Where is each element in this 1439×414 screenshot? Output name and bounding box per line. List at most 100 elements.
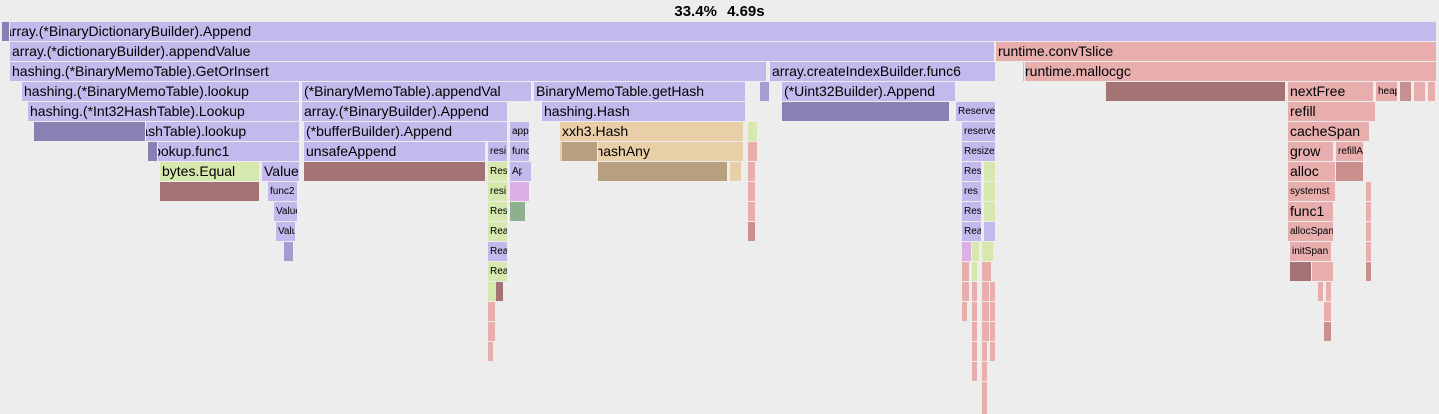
frame-int32hashtable-lookup[interactable]: hashing.(*Int32HashTable).Lookup xyxy=(28,102,300,121)
frame-initspan[interactable]: initSpan xyxy=(1290,242,1332,261)
frame-systemst[interactable]: systemst xyxy=(1288,182,1336,201)
frame-bytes-equal[interactable]: bytes.Equal xyxy=(160,162,260,181)
frame-narrow[interactable] xyxy=(982,262,992,281)
frame-narrow[interactable] xyxy=(962,302,968,321)
frame-narrow[interactable] xyxy=(972,262,978,281)
frame-narrow[interactable] xyxy=(1366,262,1372,281)
frame-res-1[interactable]: Res xyxy=(488,162,508,181)
frame-hashing-hash[interactable]: hashing.Hash xyxy=(542,102,746,121)
frame-narrow[interactable] xyxy=(782,102,950,121)
frame-narrow[interactable] xyxy=(748,162,756,181)
frame-narrow[interactable] xyxy=(1326,282,1332,301)
frame-narrow[interactable] xyxy=(972,282,978,301)
frame-runtime-convtslice[interactable]: runtime.convTslice xyxy=(996,42,1437,61)
frame-refilla[interactable]: refillA xyxy=(1336,142,1364,161)
frame-narrow[interactable] xyxy=(962,242,972,261)
frame-createindexbuilder-func6[interactable]: array.createIndexBuilder.func6 xyxy=(770,62,996,81)
frame-res-4[interactable]: Res xyxy=(488,202,508,221)
frame-narrow[interactable] xyxy=(598,162,728,181)
frame-narrow[interactable] xyxy=(510,202,526,221)
frame-narrow[interactable] xyxy=(1314,262,1334,281)
frame-bufferbuilder-append[interactable]: (*bufferBuilder).Append xyxy=(304,122,508,141)
frame-narrow[interactable] xyxy=(1336,162,1364,181)
frame-narrow[interactable] xyxy=(972,342,978,361)
frame-narrow[interactable] xyxy=(962,282,970,301)
frame-narrow[interactable] xyxy=(748,182,756,201)
frame-rea-2[interactable]: Rea xyxy=(962,222,982,241)
frame-res-2[interactable]: Res xyxy=(962,162,982,181)
frame-narrow[interactable] xyxy=(982,382,988,401)
frame-narrow[interactable] xyxy=(1324,322,1332,341)
frame-narrow[interactable] xyxy=(990,342,996,361)
frame-narrow[interactable] xyxy=(1290,262,1312,281)
frame-narrow[interactable] xyxy=(1366,182,1372,201)
frame-res-5[interactable]: Res xyxy=(962,202,982,221)
frame-value-1[interactable]: Value xyxy=(262,162,300,181)
frame-narrow[interactable] xyxy=(748,122,758,141)
frame-narrow[interactable] xyxy=(2,22,10,41)
frame-refill[interactable]: refill xyxy=(1288,102,1376,121)
frame-narrow[interactable] xyxy=(984,222,996,241)
frame-runtime-mallocgc[interactable]: runtime.mallocgc xyxy=(1023,62,1437,81)
frame-narrow[interactable] xyxy=(984,182,996,201)
frame-cachespan[interactable]: cacheSpan xyxy=(1288,122,1370,141)
frame-lookup-func1[interactable]: lookup.func1 xyxy=(148,142,300,161)
frame-narrow[interactable] xyxy=(1414,82,1426,101)
frame-narrow[interactable] xyxy=(160,182,260,201)
frame-binarydictionarybuilder-append[interactable]: array.(*BinaryDictionaryBuilder).Append xyxy=(2,22,1437,41)
frame-resize-1[interactable]: Resize xyxy=(962,142,996,161)
frame-narrow[interactable] xyxy=(1428,82,1436,101)
frame-narrow[interactable] xyxy=(1024,62,1025,81)
frame-narrow[interactable] xyxy=(990,302,996,321)
frame-rea-4[interactable]: Rea xyxy=(488,262,508,281)
frame-grow[interactable]: grow xyxy=(1288,142,1334,161)
frame-narrow[interactable] xyxy=(982,342,988,361)
frame-reserve-2[interactable]: reserve xyxy=(962,122,996,141)
frame-narrow[interactable] xyxy=(990,282,996,301)
frame-narrow[interactable] xyxy=(760,82,770,101)
frame-func2[interactable]: func2 xyxy=(268,182,298,201)
frame-narrow[interactable] xyxy=(522,162,532,181)
frame-narrow[interactable] xyxy=(284,242,294,261)
frame-res-3[interactable]: res xyxy=(962,182,982,201)
frame-narrow[interactable] xyxy=(562,142,598,161)
frame-narrow[interactable] xyxy=(972,322,978,341)
frame-narrow[interactable] xyxy=(748,202,756,221)
frame-narrow[interactable] xyxy=(510,182,530,201)
frame-binarybuilder-append[interactable]: array.(*BinaryBuilder).Append xyxy=(302,102,508,121)
frame-narrow[interactable] xyxy=(984,202,996,221)
frame-narrow[interactable] xyxy=(1400,82,1412,101)
frame-narrow[interactable] xyxy=(34,122,146,141)
frame-narrow[interactable] xyxy=(730,162,742,181)
frame-nextfree[interactable]: nextFree xyxy=(1288,82,1374,101)
frame-dictionarybuilder-appendvalue[interactable]: array.(*dictionaryBuilder).appendValue xyxy=(10,42,995,61)
frame-narrow[interactable] xyxy=(488,302,496,321)
frame-narrow[interactable] xyxy=(982,242,994,261)
frame-narrow[interactable] xyxy=(962,262,970,281)
frame-narrow[interactable] xyxy=(982,322,990,341)
frame-narrow[interactable] xyxy=(1366,202,1372,221)
frame-resi-1[interactable]: resi xyxy=(488,142,508,161)
frame-narrow[interactable] xyxy=(982,362,988,381)
frame-narrow[interactable] xyxy=(1366,222,1372,241)
frame-narrow[interactable] xyxy=(982,282,990,301)
frame-value-3[interactable]: Value xyxy=(276,222,296,241)
frame-rea-3[interactable]: Rea xyxy=(488,242,508,261)
frame-narrow[interactable] xyxy=(748,222,756,241)
frame-xxh3-hash[interactable]: xxh3.Hash xyxy=(560,122,744,141)
frame-narrow[interactable] xyxy=(1324,302,1332,321)
frame-value-2[interactable]: Value xyxy=(274,202,298,221)
frame-narrow[interactable] xyxy=(1366,242,1372,261)
frame-narrow[interactable] xyxy=(1318,282,1324,301)
frame-narrow[interactable] xyxy=(1106,82,1286,101)
frame-narrow[interactable] xyxy=(488,342,494,361)
frame-narrow[interactable] xyxy=(982,400,988,414)
frame-binarymemotable-lookup[interactable]: hashing.(*BinaryMemoTable).lookup xyxy=(22,82,300,101)
frame-uint32builder-append[interactable]: (*Uint32Builder).Append xyxy=(782,82,956,101)
frame-reserve-1[interactable]: Reserve xyxy=(956,102,996,121)
frame-narrow[interactable] xyxy=(984,162,996,181)
frame-narrow[interactable] xyxy=(972,362,978,381)
frame-narrow[interactable] xyxy=(488,322,496,341)
frame-heap[interactable]: heap xyxy=(1376,82,1398,101)
